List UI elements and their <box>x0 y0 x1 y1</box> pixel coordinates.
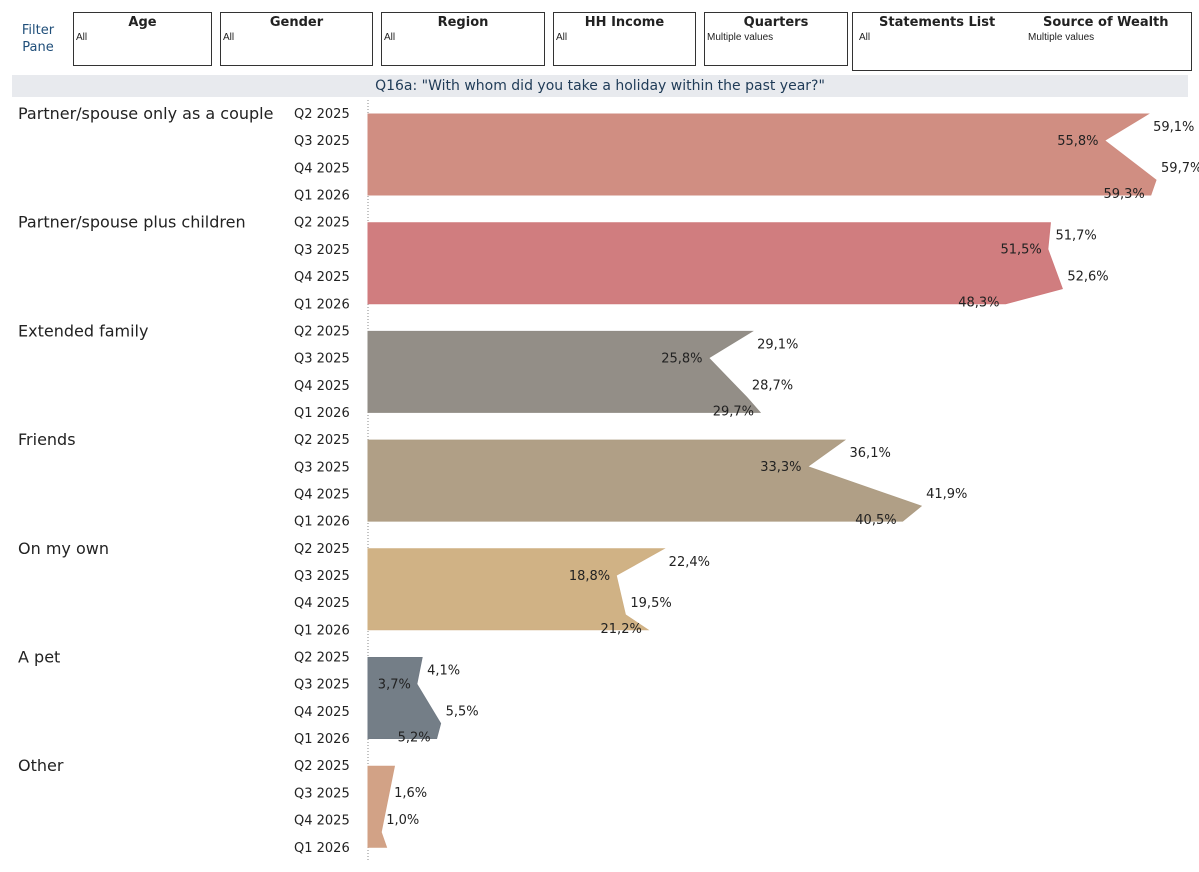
quarter-label-1-1: Q3 2025 <box>294 243 350 258</box>
quarter-label-0-0: Q2 2025 <box>294 107 350 122</box>
quarter-label-6-3: Q1 2026 <box>294 841 350 856</box>
area-band-4 <box>367 548 666 631</box>
region-filter-value[interactable]: All <box>384 32 396 43</box>
value-label-0-2: 59,7% <box>1161 161 1199 176</box>
area-band-1 <box>367 222 1063 305</box>
quarter-label-0-1: Q3 2025 <box>294 134 350 149</box>
quarter-label-5-3: Q1 2026 <box>294 732 350 747</box>
value-label-6-2: 1,0% <box>386 813 419 828</box>
value-label-3-2: 41,9% <box>926 487 967 502</box>
area-band-3 <box>367 439 923 522</box>
value-label-5-2: 5,5% <box>446 705 479 720</box>
value-label-4-3: 21,2% <box>601 622 642 637</box>
value-label-1-0: 51,7% <box>1055 229 1096 244</box>
region-filter-title: Region <box>437 15 489 30</box>
quarter-label-5-2: Q4 2025 <box>294 705 350 720</box>
group-label-3: Friends <box>18 430 76 449</box>
quarter-label-3-0: Q2 2025 <box>294 433 350 448</box>
statements-list-filter-value[interactable]: All <box>859 32 871 43</box>
region-filter[interactable]: Region All <box>381 12 545 66</box>
quarter-label-1-0: Q2 2025 <box>294 216 350 231</box>
quarter-label-3-1: Q3 2025 <box>294 460 350 475</box>
statements-wealth-filter[interactable]: Statements List All Source of Wealth Mul… <box>852 12 1192 71</box>
group-label-2: Extended family <box>18 321 148 340</box>
quarter-label-0-2: Q4 2025 <box>294 161 350 176</box>
quarter-label-4-1: Q3 2025 <box>294 569 350 584</box>
value-label-3-3: 40,5% <box>855 513 896 528</box>
value-label-3-0: 36,1% <box>850 446 891 461</box>
value-label-5-0: 4,1% <box>427 664 460 679</box>
quarters-filter[interactable]: Quarters Multiple values <box>704 12 848 66</box>
hh-income-filter-title: HH Income <box>584 15 665 30</box>
value-label-1-1: 51,5% <box>1000 243 1041 258</box>
quarter-label-3-2: Q4 2025 <box>294 488 350 503</box>
filter-pane-label-line1: Filter <box>21 23 55 38</box>
quarter-label-1-3: Q1 2026 <box>294 297 350 312</box>
source-of-wealth-filter-value[interactable]: Multiple values <box>1028 32 1095 43</box>
area-band-5 <box>367 657 442 739</box>
value-label-0-3: 59,3% <box>1103 187 1144 202</box>
quarter-label-3-3: Q1 2026 <box>294 515 350 530</box>
group-label-5: A pet <box>18 648 60 667</box>
quarters-filter-value[interactable]: Multiple values <box>707 32 774 43</box>
hh-income-filter-value[interactable]: All <box>556 32 568 43</box>
gender-filter[interactable]: Gender All <box>220 12 373 66</box>
value-label-3-1: 33,3% <box>760 460 801 475</box>
age-filter-value[interactable]: All <box>76 32 88 43</box>
group-label-1: Partner/spouse plus children <box>18 213 246 232</box>
source-of-wealth-filter-title: Source of Wealth <box>1043 15 1169 30</box>
group-label-0: Partner/spouse only as a couple <box>18 104 273 123</box>
value-label-2-3: 29,7% <box>713 404 754 419</box>
gender-filter-value[interactable]: All <box>223 32 235 43</box>
value-label-1-2: 52,6% <box>1067 270 1108 285</box>
value-label-4-2: 19,5% <box>630 596 671 611</box>
quarter-label-4-0: Q2 2025 <box>294 542 350 557</box>
value-label-4-1: 18,8% <box>569 569 610 584</box>
quarter-label-2-2: Q4 2025 <box>294 379 350 394</box>
quarter-label-4-3: Q1 2026 <box>294 623 350 638</box>
area-band-2 <box>367 330 762 413</box>
area-band-6 <box>367 765 396 848</box>
value-label-2-1: 25,8% <box>661 351 702 366</box>
quarter-label-4-2: Q4 2025 <box>294 596 350 611</box>
group-label-6: Other <box>18 756 64 775</box>
statements-list-filter-title: Statements List <box>879 15 996 30</box>
quarters-filter-title: Quarters <box>743 15 809 30</box>
value-label-2-0: 29,1% <box>757 337 798 352</box>
value-label-5-1: 3,7% <box>378 678 411 693</box>
quarter-label-6-1: Q3 2025 <box>294 786 350 801</box>
age-filter[interactable]: Age All <box>73 12 212 66</box>
group-label-4: On my own <box>18 539 109 558</box>
quarter-label-5-1: Q3 2025 <box>294 678 350 693</box>
quarter-label-2-1: Q3 2025 <box>294 352 350 367</box>
quarter-label-6-0: Q2 2025 <box>294 759 350 774</box>
quarter-label-0-3: Q1 2026 <box>294 189 350 204</box>
value-label-5-3: 5,2% <box>398 731 431 746</box>
quarter-label-5-0: Q2 2025 <box>294 651 350 666</box>
question-title: Q16a: "With whom did you take a holiday … <box>12 75 1188 97</box>
value-label-0-0: 59,1% <box>1153 120 1194 135</box>
filter-pane-label: Filter Pane <box>10 22 66 56</box>
value-label-6-1: 1,6% <box>394 786 427 801</box>
value-label-2-2: 28,7% <box>752 378 793 393</box>
quarter-label-1-2: Q4 2025 <box>294 270 350 285</box>
hh-income-filter[interactable]: HH Income All <box>553 12 696 66</box>
value-label-4-0: 22,4% <box>669 555 710 570</box>
value-label-0-1: 55,8% <box>1057 134 1098 149</box>
gender-filter-title: Gender <box>269 15 324 30</box>
area-band-0 <box>367 113 1157 196</box>
value-label-1-3: 48,3% <box>958 296 999 311</box>
quarter-label-2-3: Q1 2026 <box>294 406 350 421</box>
quarter-label-6-2: Q4 2025 <box>294 814 350 829</box>
age-filter-title: Age <box>128 15 157 30</box>
quarter-label-2-0: Q2 2025 <box>294 324 350 339</box>
filter-pane-label-line2: Pane <box>22 40 54 55</box>
